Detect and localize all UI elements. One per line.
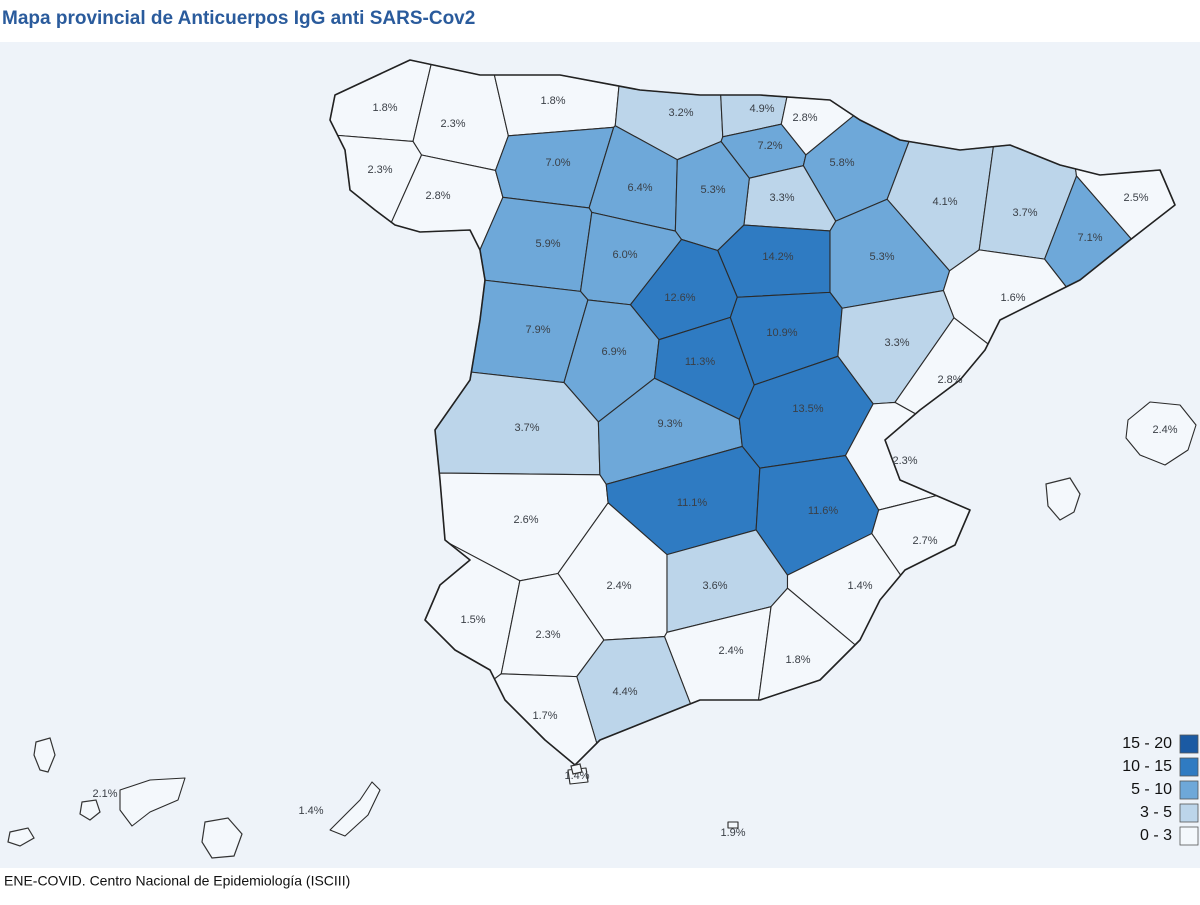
province-label: 6.0% [612,249,637,261]
province-label: 9.3% [657,418,682,430]
province-label: 13.5% [792,403,823,415]
island [79,799,101,821]
province-label: 5.8% [829,157,854,169]
island [570,763,583,775]
province-label: 2.3% [367,164,392,176]
province-label: 12.6% [664,292,695,304]
province-label: 11.3% [685,356,716,368]
legend-label: 15 - 20 [1122,735,1172,752]
province-label: 4.4% [612,686,637,698]
province-label: 1.7% [532,710,557,722]
province-label: 5.9% [535,238,560,250]
province-label: 3.7% [514,422,539,434]
legend-label: 10 - 15 [1122,758,1172,775]
islands [7,477,1081,859]
source-note: ENE-COVID. Centro Nacional de Epidemiolo… [4,873,350,889]
province-label: 1.8% [372,102,397,114]
province-label: 3.7% [1012,207,1037,219]
province-label: 1.4% [564,770,589,782]
island [7,827,35,847]
province-label: 2.8% [937,374,962,386]
legend-swatch [1179,734,1199,754]
province-label: 6.4% [627,182,652,194]
province-label: 2.7% [912,535,937,547]
province-label: 2.8% [425,190,450,202]
province-label: 5.3% [869,251,894,263]
legend-label: 3 - 5 [1140,804,1172,821]
island [1045,477,1081,521]
province-label: 2.3% [535,629,560,641]
map-title: Mapa provincial de Anticuerpos IgG anti … [2,8,475,29]
legend-label: 0 - 3 [1140,827,1172,844]
province-label: 1.6% [1000,292,1025,304]
province-label: 2.6% [513,514,538,526]
province-label: 1.8% [540,95,565,107]
province [329,781,381,837]
province-label: 7.0% [545,157,570,169]
province-label: 7.9% [525,324,550,336]
province-label: 3.3% [884,337,909,349]
province-label: 2.3% [892,455,917,467]
province-label: 3.3% [769,192,794,204]
province-label: 7.1% [1077,232,1102,244]
province-label: 2.1% [92,788,117,800]
province-label: 6.9% [601,346,626,358]
province-label: 2.4% [1152,424,1177,436]
province-label: 5.3% [700,184,725,196]
province-label: 2.8% [792,112,817,124]
province-label: 10.9% [766,327,797,339]
province-label: 7.2% [757,140,782,152]
province-label: 1.8% [785,654,810,666]
province-label: 2.4% [606,580,631,592]
legend-swatch [1179,826,1199,846]
province [1125,401,1197,466]
province [119,777,186,827]
province-label: 1.5% [460,614,485,626]
province-label: 4.1% [932,196,957,208]
province-layer [119,59,1197,837]
province-label: 3.6% [702,580,727,592]
province-label: 11.6% [808,505,839,517]
province-label: 3.2% [668,107,693,119]
province-label: 2.5% [1123,192,1148,204]
province-label: 1.9% [720,827,745,839]
label-layer: 1.8% 2.3% 2.3% 2.8% 1.8% 3.2% 4.9% 2.8% 7.2% 5.8%… [92,95,1177,839]
legend-swatch [1179,803,1199,823]
legend-swatch [1179,780,1199,800]
legend-swatch [1179,757,1199,777]
province-label: 4.9% [749,103,774,115]
province-label: 2.4% [718,645,743,657]
island [201,817,243,859]
legend-label: 5 - 10 [1131,781,1172,798]
province-label: 1.4% [847,580,872,592]
island [33,737,56,773]
province [727,821,739,829]
province-label: 11.1% [677,497,708,509]
province-label: 2.3% [440,118,465,130]
province-label: 14.2% [762,251,793,263]
province-label: 1.4% [298,805,323,817]
legend: 15 - 20 10 - 15 5 - 10 3 - 5 0 - 3 [1122,734,1199,846]
coastline [329,59,1176,766]
